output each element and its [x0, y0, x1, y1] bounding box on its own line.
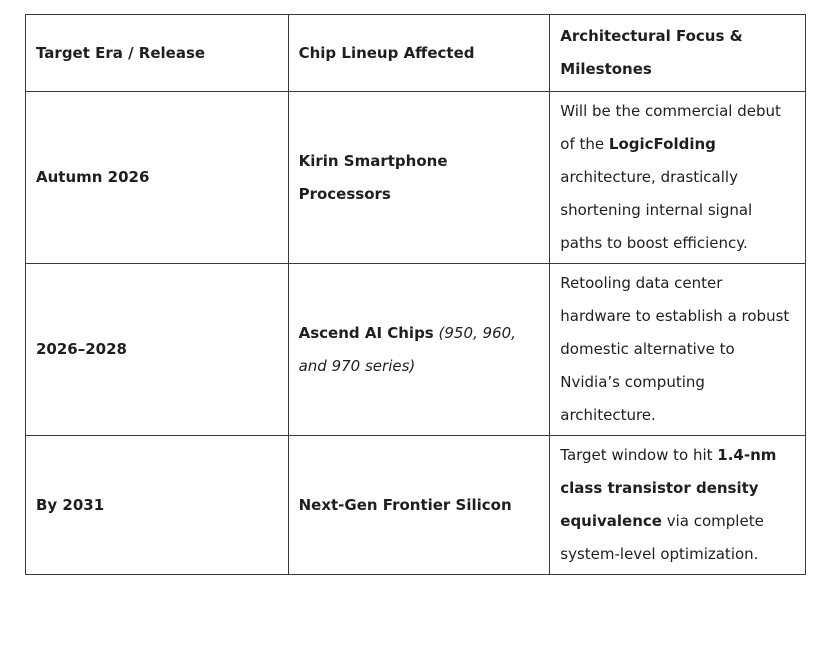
table-row: By 2031 Next-Gen Frontier Silicon Target w…: [25, 435, 806, 575]
cell-text: via complete system-level optimization.: [560, 512, 764, 563]
table-cell: Next-Gen Frontier Silicon: [287, 435, 551, 575]
header-cell: Chip Lineup Affected: [287, 14, 551, 92]
table-body: Autumn 2026 Kirin Smartphone Processors Wi…: [25, 91, 806, 575]
cell-text: Next-Gen Frontier Silicon: [298, 495, 512, 514]
table-cell: Target window to hit 1.4-nm class transi…: [549, 435, 806, 575]
cell-text: Kirin Smartphone Processors: [298, 151, 448, 203]
header-cell: Target Era / Release: [25, 14, 289, 92]
table-row: Autumn 2026 Kirin Smartphone Processors Wi…: [25, 91, 806, 264]
cell-text: Retooling data center hardware to establ…: [560, 274, 790, 424]
header-row: Target Era / Release Chip Lineup Affected…: [25, 14, 806, 92]
cell-text: 1.4-nm class transistor density equivale…: [560, 446, 777, 530]
cell-text: LogicFolding: [608, 135, 716, 153]
table-cell: Will be the commercial debut of the Logi…: [549, 91, 806, 264]
table-row: 2026–2028 Ascend AI Chips (950, 960, and …: [25, 263, 806, 436]
cell-text: (950, 960, and 970 series): [298, 323, 516, 375]
table-cell: 2026–2028: [25, 263, 289, 436]
cell-text: Target window to hit: [560, 446, 718, 464]
table-cell: By 2031: [25, 435, 289, 575]
cell-text: Ascend AI Chips: [298, 323, 434, 342]
header-cell: Architectural Focus & Milestones: [549, 14, 806, 92]
cell-text: architecture, drastically shortening int…: [560, 168, 753, 252]
table-cell: Ascend AI Chips (950, 960, and 970 serie…: [287, 263, 551, 436]
release-table: Target Era / Release Chip Lineup Affected…: [25, 14, 806, 575]
table-cell: Kirin Smartphone Processors: [287, 91, 551, 264]
table-cell: Autumn 2026: [25, 91, 289, 264]
cell-text: Will be the commercial debut of the: [560, 102, 781, 153]
cell-text: 2026–2028: [36, 340, 127, 358]
cell-text: By 2031: [36, 495, 105, 514]
table-cell: Retooling data center hardware to establ…: [549, 263, 806, 436]
cell-text: Autumn 2026: [36, 168, 150, 186]
